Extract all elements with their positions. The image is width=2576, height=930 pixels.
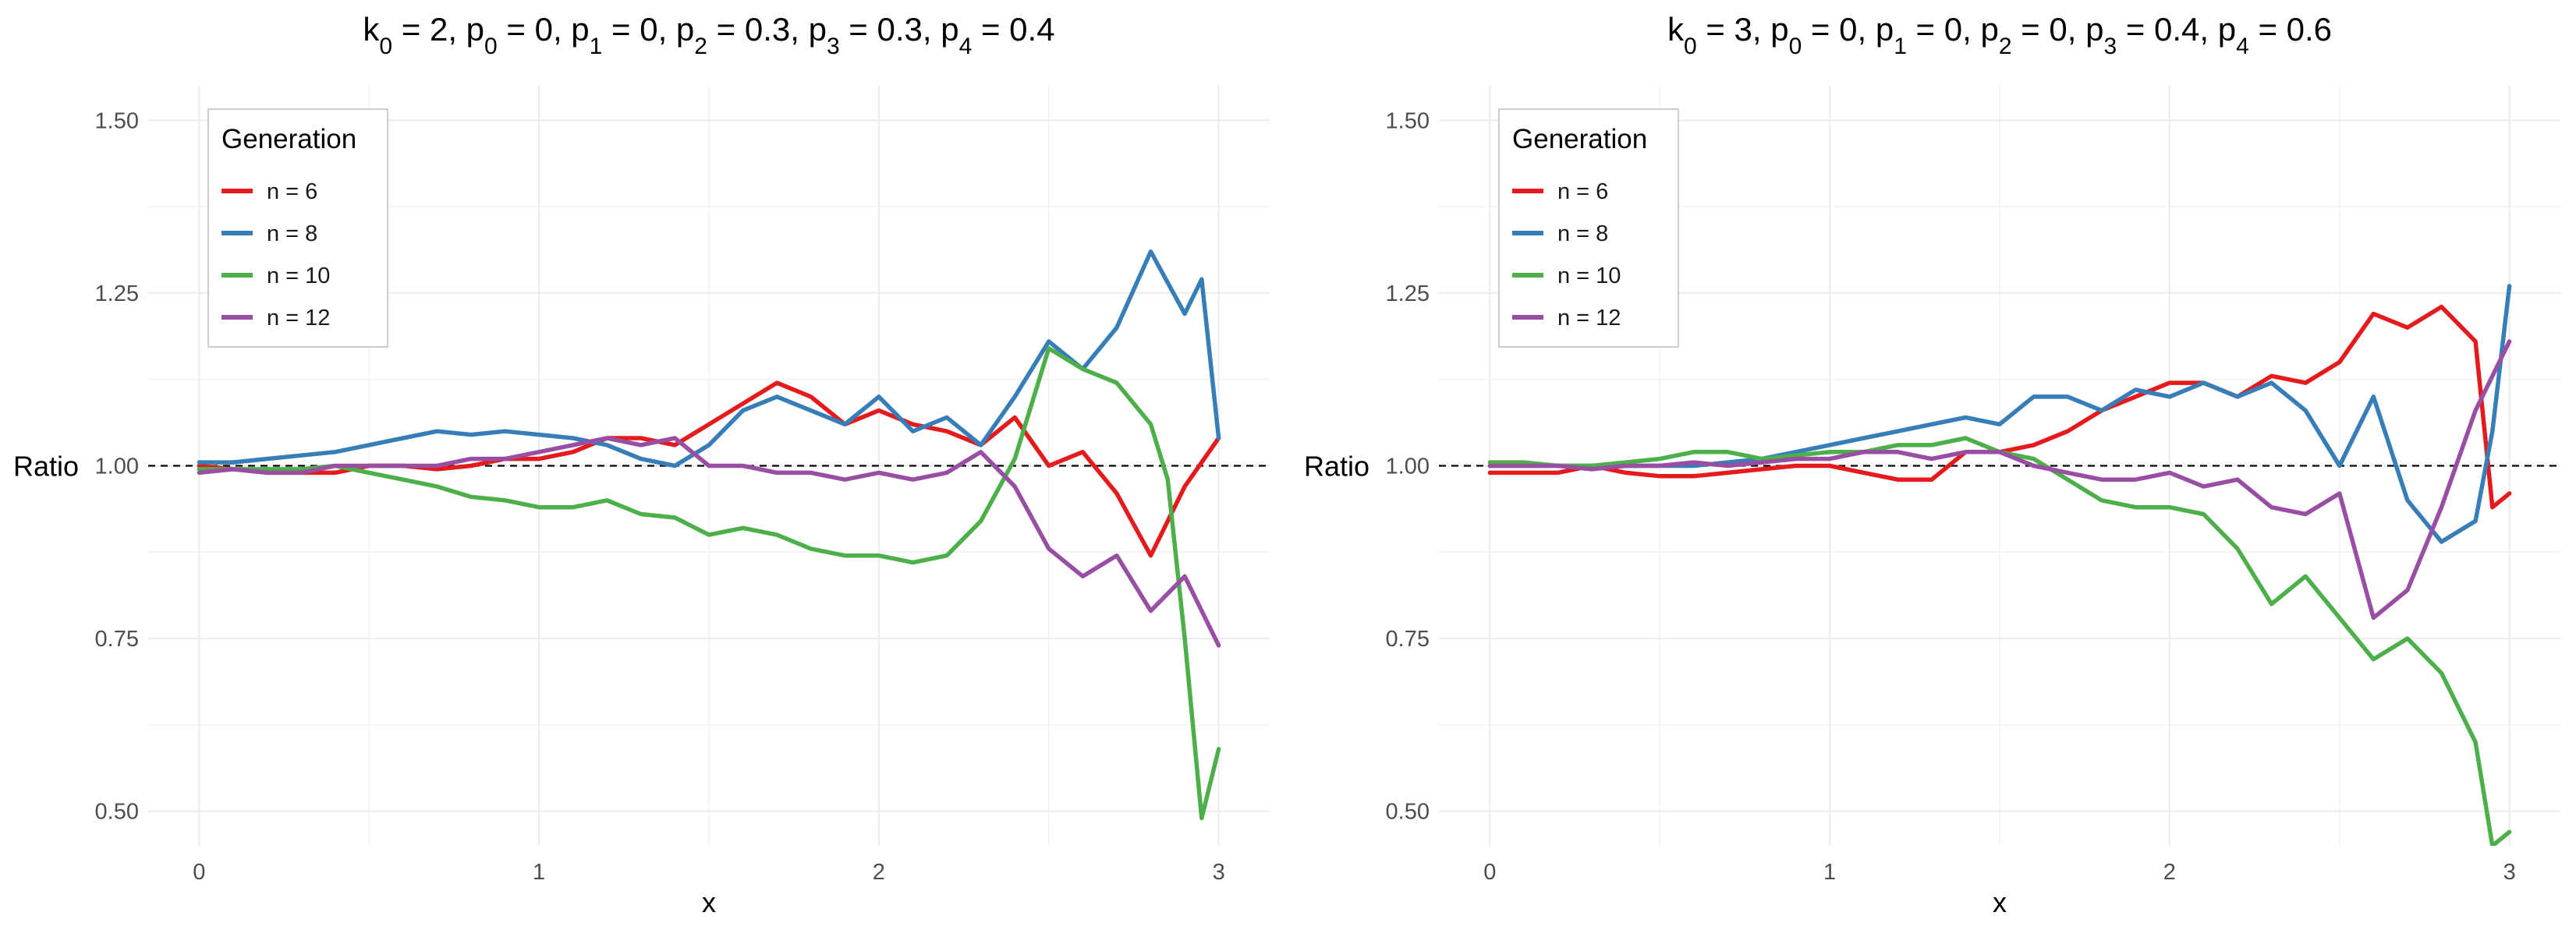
x-axis-label: x xyxy=(702,886,716,918)
legend-label: n = 6 xyxy=(267,179,317,204)
series-group xyxy=(1487,284,2512,846)
legend: Generation n = 6 n = 8 n = 10 n = 12 xyxy=(1498,108,1679,348)
x-tick-label: 0 xyxy=(193,860,205,885)
legend-label: n = 12 xyxy=(267,306,330,331)
legend-box xyxy=(1498,108,1679,348)
legend-label: n = 8 xyxy=(1557,221,1608,246)
y-tick-label: 1.00 xyxy=(95,454,139,479)
series-line-n-12 xyxy=(197,436,1221,648)
legend-title: Generation xyxy=(221,124,356,154)
legend-label: n = 12 xyxy=(1557,306,1621,331)
y-tick-label: 0.50 xyxy=(1386,800,1430,825)
series-group xyxy=(197,249,1221,821)
legend-box xyxy=(207,108,388,348)
y-tick-label: 1.25 xyxy=(95,281,139,306)
legend-title: Generation xyxy=(1512,124,1647,154)
y-tick-label: 1.25 xyxy=(1386,281,1430,306)
x-tick-label: 2 xyxy=(873,860,885,885)
y-axis-label: Ratio xyxy=(1304,451,1369,483)
legend-label: n = 8 xyxy=(267,221,317,246)
legend-label: n = 10 xyxy=(1557,263,1621,288)
chart-title: k0 = 3, p0 = 0, p1 = 0, p2 = 0, p3 = 0.4… xyxy=(1667,11,2332,59)
y-tick-label: 0.75 xyxy=(95,627,139,652)
x-tick-label: 3 xyxy=(2503,860,2516,885)
series-line-n-6 xyxy=(1487,304,2512,510)
y-axis-label: Ratio xyxy=(13,451,79,483)
y-tick-label: 0.75 xyxy=(1386,627,1430,652)
chart-panel-2: 0 1 2 3 0.50 0.75 1.00 1.25 1.50 x Ratio k0 = 3, p0… xyxy=(1304,11,2560,918)
series-line-n-12 xyxy=(1487,339,2512,621)
y-tick-label: 1.50 xyxy=(1386,108,1430,133)
series-line-n-10 xyxy=(197,346,1221,821)
y-tick-label: 0.50 xyxy=(95,800,139,825)
chart-title: k0 = 2, p0 = 0, p1 = 0, p2 = 0.3, p3 = 0… xyxy=(363,11,1054,59)
y-tick-label: 1.50 xyxy=(95,108,139,133)
x-tick-label: 3 xyxy=(1213,860,1225,885)
legend: Generation n = 6 n = 8 n = 10 n = 12 xyxy=(207,108,388,348)
x-tick-label: 1 xyxy=(533,860,545,885)
chart-panel-1: 0 1 2 3 0.50 0.75 1.00 1.25 1.50 x Ratio k0 = 2, p0… xyxy=(13,11,1270,918)
x-tick-label: 1 xyxy=(1823,860,1836,885)
x-tick-label: 0 xyxy=(1483,860,1496,885)
legend-label: n = 6 xyxy=(1557,179,1608,204)
x-tick-label: 2 xyxy=(2163,860,2176,885)
x-axis-label: x xyxy=(1993,886,2007,918)
series-line-n-10 xyxy=(1487,436,2512,846)
y-tick-label: 1.00 xyxy=(1386,454,1430,479)
legend-label: n = 10 xyxy=(267,263,330,288)
